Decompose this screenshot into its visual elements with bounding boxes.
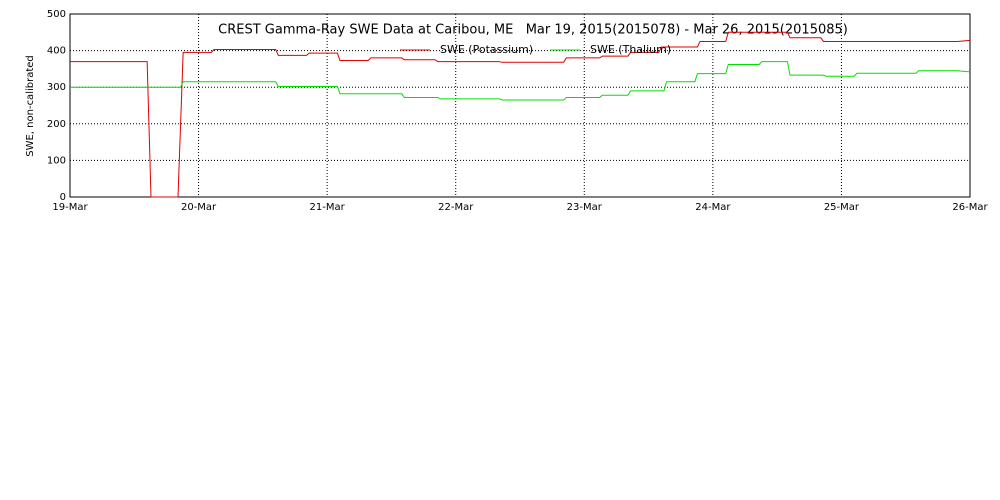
- plot-frame: [69, 13, 971, 198]
- legend-text: SWE (Potassium): [440, 43, 533, 56]
- data-line: [70, 31, 971, 198]
- x-tick-label: 26-Mar: [952, 202, 988, 213]
- y-tick-label: 300: [47, 82, 66, 93]
- x-tick-label: 21-Mar: [310, 202, 346, 213]
- x-tick-label: 22-Mar: [438, 202, 474, 213]
- chart-title: CREST Gamma-Ray SWE Data at Caribou, ME …: [218, 23, 848, 38]
- legend-text: SWE (Thalium): [590, 43, 671, 56]
- x-tick-label: 23-Mar: [567, 202, 603, 213]
- y-tick-label: 500: [47, 9, 66, 20]
- x-tick-label: 20-Mar: [181, 202, 217, 213]
- x-tick-label: 19-Mar: [52, 202, 88, 213]
- y-axis-label: SWE, non-calibrated: [25, 55, 36, 157]
- y-tick-label: 0: [60, 192, 66, 203]
- y-tick-label: 400: [47, 46, 66, 57]
- y-tick-label: 200: [47, 119, 66, 130]
- data-line: [70, 61, 971, 101]
- x-tick-label: 25-Mar: [824, 202, 860, 213]
- x-tick-label: 24-Mar: [695, 202, 731, 213]
- y-tick-label: 100: [47, 155, 66, 166]
